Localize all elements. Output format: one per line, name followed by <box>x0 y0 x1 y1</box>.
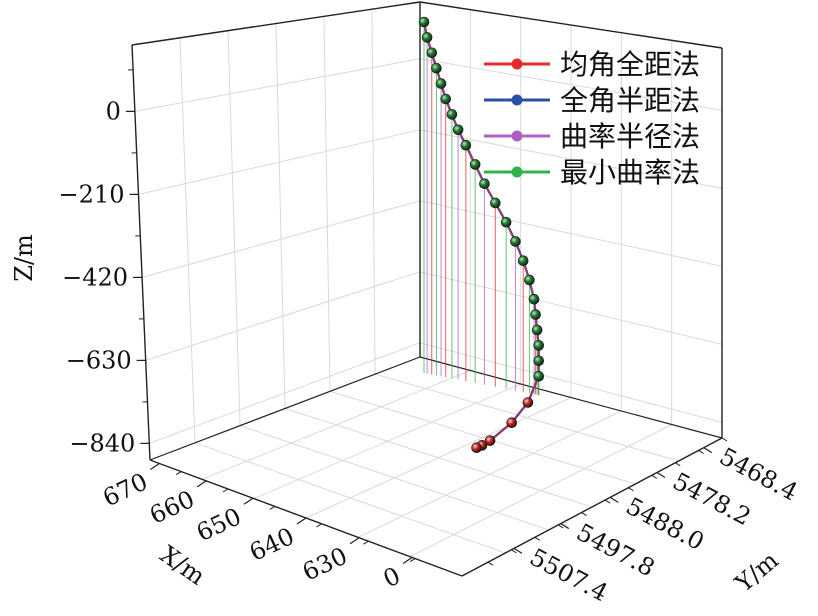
y-minor-tick <box>581 512 587 516</box>
station-marker <box>517 255 529 267</box>
x-tick-label: 670 <box>99 468 152 513</box>
x-tick-label: 0 <box>379 562 405 594</box>
y-minor-tick <box>651 474 658 479</box>
station-marker <box>500 216 512 228</box>
y-tick-mark <box>609 496 619 503</box>
x-tick-label: 650 <box>192 502 245 547</box>
legend-marker <box>511 166 523 178</box>
z-tick-label: −210 <box>59 180 125 208</box>
grid-line <box>179 37 196 443</box>
y-minor-tick <box>511 549 517 554</box>
station-marker <box>528 293 540 305</box>
y-axis-label: Y/m <box>729 546 784 598</box>
station-marker <box>426 47 438 59</box>
z-tick-label: −630 <box>66 346 132 374</box>
x-minor-tick <box>363 540 369 545</box>
y-minor-tick <box>721 437 728 442</box>
z-axis-label: Z/m <box>10 234 38 282</box>
legend-marker <box>511 94 523 106</box>
station-marker <box>531 324 543 336</box>
grid-lines <box>134 9 723 558</box>
y-tick-mark <box>560 523 570 530</box>
station-marker <box>452 124 464 136</box>
legend-label: 全角半距法 <box>560 84 700 117</box>
drop-lines <box>423 22 540 396</box>
y-minor-tick <box>674 462 681 467</box>
y-tick-mark <box>513 547 523 554</box>
x-tick-label: 660 <box>145 485 198 530</box>
x-tick-label: 630 <box>298 542 351 587</box>
legend-label: 最小曲率法 <box>560 156 700 189</box>
x-minor-tick <box>409 558 416 563</box>
station-marker <box>533 340 545 351</box>
z-tick-label: −840 <box>69 429 135 457</box>
x-tick-mark <box>349 537 360 545</box>
grid-line <box>275 23 286 409</box>
x-tick-mark <box>150 462 160 470</box>
x-axis-label: X/m <box>155 540 211 591</box>
station-marker <box>431 62 442 74</box>
y-minor-tick <box>534 536 541 541</box>
x-tick-mark <box>243 497 254 505</box>
legend-label: 均角全距法 <box>560 48 700 81</box>
x-tick-mark <box>196 480 207 488</box>
station-marker <box>460 139 472 151</box>
grid-line <box>371 9 376 375</box>
y-tick-mark <box>656 471 666 479</box>
y-minor-tick <box>557 524 564 529</box>
station-marker <box>479 178 490 189</box>
station-marker <box>471 442 482 454</box>
well-station-markers <box>418 16 545 454</box>
y-minor-tick <box>487 561 494 566</box>
grid-line <box>409 424 672 558</box>
y-minor-tick <box>628 487 634 492</box>
x-minor-tick <box>316 523 322 528</box>
legend-marker <box>511 130 523 142</box>
station-marker <box>524 274 535 286</box>
x-minor-tick <box>269 505 276 510</box>
station-marker <box>469 159 481 170</box>
x-minor-tick <box>222 488 229 493</box>
station-marker <box>484 435 496 446</box>
box-edges <box>131 1 723 577</box>
station-marker <box>418 16 430 28</box>
legend-label: 曲率半径法 <box>560 120 700 153</box>
x-tick-mark <box>296 517 307 525</box>
station-marker <box>421 32 433 43</box>
x-tick-label: 640 <box>245 522 298 567</box>
z-tick-label: 0 <box>106 97 121 125</box>
station-marker <box>440 93 452 105</box>
x-minor-tick <box>175 471 182 476</box>
grid-line <box>227 30 241 426</box>
floor-pane <box>150 357 722 576</box>
grid-line <box>323 16 331 392</box>
legend-marker <box>511 58 523 70</box>
station-marker <box>530 309 541 320</box>
station-marker <box>435 78 447 89</box>
station-marker <box>533 370 545 382</box>
station-marker <box>446 109 458 120</box>
y-minor-tick <box>604 499 611 504</box>
y-minor-tick <box>698 449 704 454</box>
station-marker <box>506 417 518 429</box>
left-wall <box>132 2 420 460</box>
y-tick-mark <box>703 447 713 454</box>
station-marker <box>533 355 545 367</box>
z-tick-label: −420 <box>62 263 128 291</box>
station-marker <box>522 397 534 408</box>
station-marker <box>489 197 501 209</box>
station-marker <box>510 236 521 247</box>
x-tick-mark <box>402 556 413 564</box>
